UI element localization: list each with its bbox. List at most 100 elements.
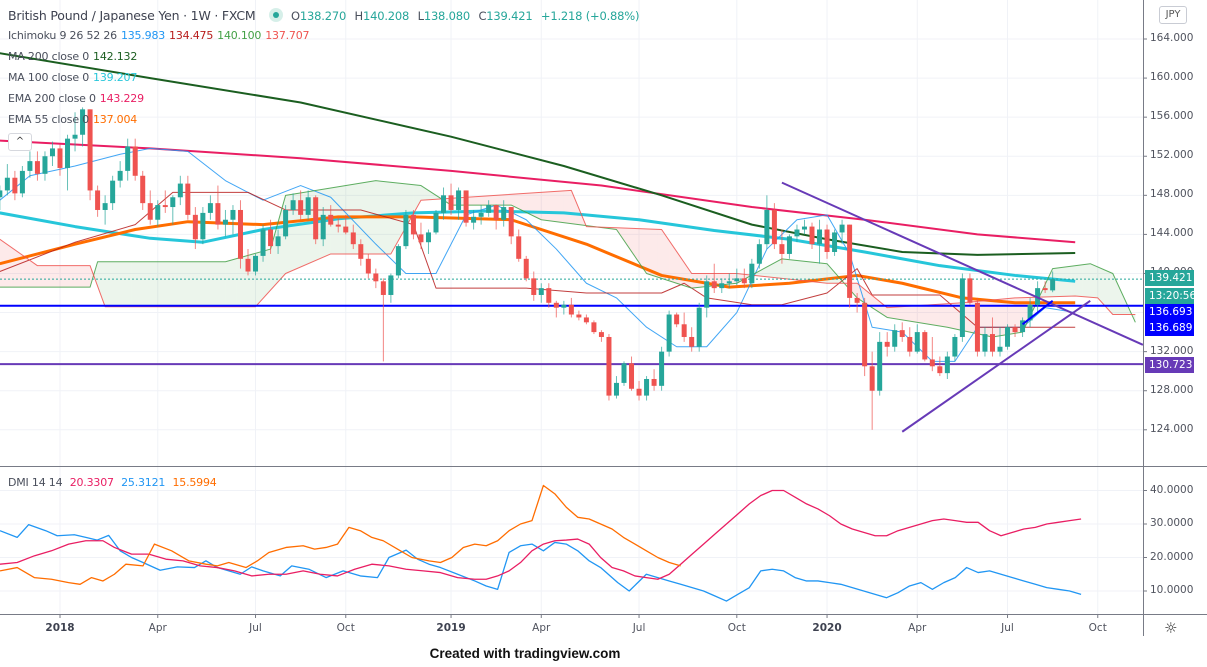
cloud-segment xyxy=(808,261,812,282)
indicator-legend-row[interactable]: EMA 200 close 0 143.229 xyxy=(8,92,148,105)
candle xyxy=(215,185,221,230)
collapse-legend-button[interactable]: ^ xyxy=(8,133,32,151)
cloud-segment xyxy=(221,261,226,307)
cloud-segment xyxy=(48,265,53,288)
candle-body xyxy=(403,214,409,247)
indicator-legend-row[interactable]: EMA 55 close 0 137.004 xyxy=(8,113,141,126)
cloud-segment xyxy=(289,194,294,272)
candle xyxy=(741,268,747,289)
candle xyxy=(989,317,995,357)
cloud-segment xyxy=(781,258,786,279)
candle-body xyxy=(87,109,93,191)
candle xyxy=(937,356,943,377)
cloud-segment xyxy=(86,265,91,288)
candle xyxy=(854,293,860,313)
indicator-legend-row[interactable]: MA 200 close 0 142.132 xyxy=(8,50,141,63)
candle-body xyxy=(839,224,845,233)
candle-body xyxy=(373,273,379,282)
candle xyxy=(952,334,958,362)
cloud-segment xyxy=(864,289,869,306)
cloud-segment xyxy=(217,261,222,307)
cloud-segment xyxy=(477,196,482,206)
candle-body xyxy=(486,205,492,213)
candle xyxy=(659,346,665,391)
candle xyxy=(49,141,55,167)
countdown-tag: 13:20:56 xyxy=(1145,288,1196,304)
dmi-name[interactable]: DMI 14 14 xyxy=(8,476,63,489)
candle-body xyxy=(380,281,386,295)
candle xyxy=(34,151,40,181)
price-axis-label: 124.000 xyxy=(1150,422,1194,435)
cloud-segment xyxy=(101,261,106,307)
candle-body xyxy=(463,190,469,223)
open-label: O xyxy=(291,9,300,23)
candle-body xyxy=(441,195,447,213)
cloud-segment xyxy=(18,252,23,288)
cloud-segment xyxy=(127,261,132,307)
candle xyxy=(538,283,544,303)
candle xyxy=(576,310,582,321)
candle-body xyxy=(914,332,920,352)
dmi-lines xyxy=(0,484,1082,602)
cloud-segment xyxy=(3,241,8,288)
candle xyxy=(711,263,717,294)
cloud-segment xyxy=(687,267,692,289)
close-label: C xyxy=(478,9,487,23)
cloud-segment xyxy=(981,300,985,336)
candle xyxy=(598,330,604,342)
symbol-title[interactable]: British Pound / Japanese Yen · 1W · FXCM xyxy=(8,8,256,23)
candle xyxy=(523,255,529,282)
candle xyxy=(516,229,522,262)
cloud-segment xyxy=(906,306,910,322)
candle xyxy=(847,224,853,308)
candle xyxy=(899,322,905,342)
candle-body xyxy=(305,197,311,215)
cloud-segment xyxy=(161,261,166,307)
candle-body xyxy=(200,212,206,240)
cloud-segment xyxy=(1109,271,1113,315)
cloud-segment xyxy=(259,251,264,303)
cloud-segment xyxy=(650,229,655,276)
cloud-segment xyxy=(646,228,651,275)
cloud-segment xyxy=(518,193,523,211)
candle xyxy=(959,273,965,342)
time-axis-label: Oct xyxy=(727,622,746,634)
open-value: 138.270 xyxy=(299,9,347,23)
candle-body xyxy=(102,203,108,210)
currency-button[interactable]: JPY xyxy=(1159,6,1187,24)
candle xyxy=(456,187,462,220)
candle-body xyxy=(147,203,153,220)
cloud-segment xyxy=(169,261,173,307)
cloud-segment xyxy=(263,250,267,299)
trendlines[interactable] xyxy=(781,181,1144,433)
candle-body xyxy=(726,281,732,284)
candle xyxy=(869,351,875,430)
candle-body xyxy=(989,334,995,352)
cloud-segment xyxy=(229,259,233,307)
indicator-legend-row[interactable]: Ichimoku 9 26 52 26 135.983 134.475 140.100… xyxy=(8,29,313,42)
candle xyxy=(726,273,732,289)
candle-body xyxy=(959,278,965,337)
cloud-segment xyxy=(56,265,60,288)
cloud-segment xyxy=(424,187,429,200)
time-axis-label: Oct xyxy=(336,622,355,634)
cloud-segment xyxy=(172,261,177,307)
cloud-segment xyxy=(883,304,888,318)
candle-body xyxy=(583,317,589,323)
cloud-segment xyxy=(210,261,215,307)
indicator-legend-row[interactable]: MA 100 close 0 139.207 xyxy=(8,71,141,84)
ichimoku-cloud xyxy=(0,180,1136,337)
settings-icon[interactable]: ☼ xyxy=(1164,619,1178,637)
ma-200-line xyxy=(0,52,1076,256)
cloud-segment xyxy=(913,305,918,323)
candle xyxy=(373,268,379,289)
cloud-segment xyxy=(1112,273,1117,315)
cloud-segment xyxy=(627,228,632,252)
candle-body xyxy=(974,302,980,352)
cloud-segment xyxy=(44,265,49,288)
candle-body xyxy=(591,322,597,333)
candle-body xyxy=(644,378,650,396)
cloud-segment xyxy=(699,273,703,288)
candle xyxy=(207,195,213,220)
